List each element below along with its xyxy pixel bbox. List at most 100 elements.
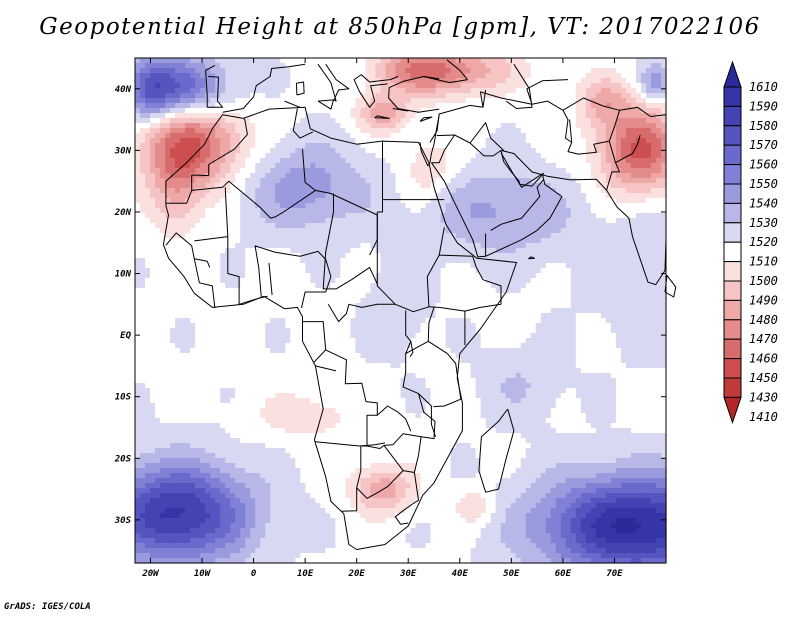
field-cell [160,63,166,69]
field-cell [220,128,226,134]
field-cell [625,123,632,129]
field-cell [220,248,226,254]
field-cell [165,183,171,189]
field-cell [315,58,321,64]
field-cell [295,143,301,149]
field-cell [330,253,336,259]
field-cell [470,123,477,129]
field-cell [430,88,437,94]
field-cell [470,228,477,234]
field-cell [390,268,397,274]
field-cell [170,253,176,259]
field-cell [385,273,392,279]
field-cell [325,58,331,64]
field-cell [205,288,211,294]
field-cell [230,163,236,169]
field-cell [365,273,372,279]
field-cell [140,143,146,149]
field-cell [340,58,346,64]
field-cell [345,278,352,284]
field-cell [595,283,602,289]
field-cell [160,68,166,74]
field-cell [225,188,231,194]
field-cell [375,248,382,254]
field-cell [510,93,517,99]
field-cell [540,258,547,264]
field-cell [265,123,271,129]
field-cell [240,148,246,154]
field-cell [435,153,442,159]
field-cell [230,248,236,254]
field-cell [640,288,647,294]
field-cell [400,238,407,244]
field-cell [645,123,652,129]
field-cell [455,178,462,184]
field-cell [360,128,367,134]
field-cell [160,178,166,184]
field-cell [530,183,537,189]
field-cell [225,218,231,224]
field-cell [650,288,657,294]
field-cell [370,188,377,194]
field-cell [465,263,472,269]
field-cell [245,278,251,284]
field-cell [305,108,311,114]
field-cell [465,68,472,74]
field-cell [620,238,627,244]
field-cell [280,253,286,259]
field-cell [420,233,427,239]
field-cell [390,163,397,169]
field-cell [315,183,321,189]
field-cell [565,133,572,139]
field-cell [500,288,507,294]
field-cell [430,173,437,179]
field-cell [535,153,542,159]
field-cell [145,188,151,194]
field-cell [580,258,587,264]
field-cell [340,178,346,184]
field-cell [350,153,357,159]
field-cell [650,103,657,109]
field-cell [195,73,201,79]
field-cell [575,283,582,289]
field-cell [435,183,442,189]
field-cell [395,178,402,184]
field-cell [450,213,457,219]
field-cell [425,258,432,264]
field-cell [430,83,437,89]
field-cell [480,263,487,269]
field-cell [590,78,597,84]
field-cell [585,218,592,224]
field-cell [415,118,422,124]
field-cell [400,63,407,69]
field-cell [635,168,642,174]
field-cell [640,178,647,184]
field-cell [240,238,246,244]
field-cell [455,258,462,264]
field-cell [535,113,542,119]
field-cell [410,68,417,74]
field-cell [505,78,512,84]
field-cell [550,273,557,279]
field-cell [395,233,402,239]
field-cell [565,278,572,284]
field-cell [505,193,512,199]
field-cell [385,203,392,209]
field-cell [630,218,637,224]
field-cell [565,103,572,109]
field-cell [475,183,482,189]
field-cell [655,178,662,184]
field-cell [455,238,462,244]
field-cell [580,118,587,124]
field-cell [210,203,216,209]
field-cell [365,63,372,69]
field-cell [175,133,181,139]
field-cell [410,113,417,119]
field-cell [585,233,592,239]
field-cell [580,148,587,154]
field-cell [630,193,637,199]
field-cell [180,113,186,119]
field-cell [155,123,161,129]
field-cell [415,273,422,279]
field-cell [620,208,627,214]
